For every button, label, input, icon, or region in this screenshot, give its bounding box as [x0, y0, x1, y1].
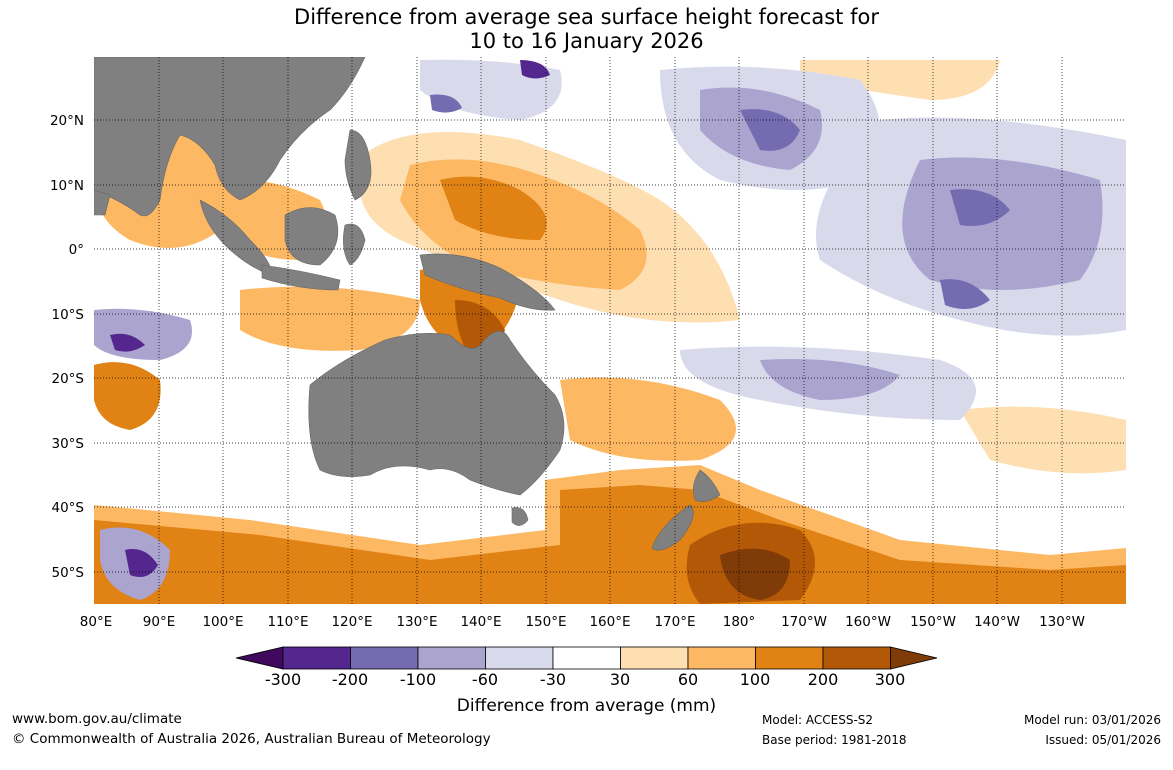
model-name: Model: ACCESS-S2	[762, 713, 874, 727]
lat-label: 30°S	[51, 436, 85, 452]
anomaly-central-pacific-negative-core	[950, 189, 1010, 226]
lat-label: 40°S	[51, 500, 85, 516]
lat-label: 10°N	[49, 178, 84, 194]
colorbar-swatch-30-60	[620, 646, 689, 670]
anomaly-pacific-warm-pool-core	[440, 176, 547, 240]
colorbar-swatch-100-200	[755, 646, 824, 670]
colorbar-swatch-below--300	[235, 646, 284, 670]
land-asia	[94, 57, 366, 217]
issued-date: Issued: 05/01/2026	[1045, 733, 1161, 747]
lon-label: 180°	[722, 614, 756, 630]
colorbar-swatch-above-300	[890, 646, 938, 670]
lat-label: 20°S	[51, 371, 85, 387]
colorbar-swatch--30-30	[552, 646, 621, 670]
colorbar-tick: -60	[471, 670, 499, 689]
anomaly-nz-east-peak	[720, 548, 790, 600]
lon-label: 170°W	[781, 614, 827, 630]
colorbar-swatch--300--200	[282, 646, 351, 670]
anomaly-south-pacific-negative-core	[940, 279, 990, 309]
anomaly-indian-ocean-south	[94, 362, 161, 430]
colorbar-tick: 100	[739, 670, 771, 689]
anomaly-north-pacific-light	[800, 60, 1000, 100]
lon-label: 90°E	[142, 614, 176, 630]
anomaly-south-pacific-east-light	[960, 406, 1126, 474]
land-sri-lanka	[94, 189, 111, 216]
anomaly-central-pacific-negative	[902, 157, 1103, 290]
colorbar-swatch--60--30	[485, 646, 554, 670]
anomaly-tasman-sea	[560, 377, 736, 461]
anomaly-southern-ocean-negative-core	[125, 549, 158, 578]
model-run-date: Model run: 03/01/2026	[1023, 713, 1161, 727]
lat-label: 0°	[68, 242, 84, 258]
land-tasmania	[511, 507, 529, 526]
lon-label: 110°E	[267, 614, 309, 630]
anomaly-field	[94, 59, 1126, 604]
lon-label: 100°E	[202, 614, 244, 630]
anomaly-timor-sea	[240, 286, 420, 351]
colorbar-swatch-200-300	[822, 646, 891, 670]
anomaly-south-pacific-negative	[760, 359, 900, 400]
lat-label: 20°N	[49, 113, 84, 129]
lon-label: 130°W	[1039, 614, 1085, 630]
anomaly-band-southern-strong	[94, 485, 1126, 604]
land-java	[261, 264, 341, 291]
lon-label: 150°W	[910, 614, 956, 630]
colorbar-tick: -200	[331, 670, 369, 689]
lon-label: 160°W	[845, 614, 891, 630]
colorbar-tick: 30	[609, 670, 631, 689]
lon-label: 80°E	[79, 614, 113, 630]
website-link[interactable]: www.bom.gov.au/climate	[12, 711, 182, 727]
chart-title-line-2: 10 to 16 January 2026	[469, 29, 704, 53]
land-sulawesi	[343, 223, 366, 266]
colorbar-tick: 60	[677, 670, 699, 689]
lat-label: 10°S	[51, 307, 85, 323]
anomaly-north-pacific-negative-core	[740, 109, 800, 151]
lon-label: 120°E	[331, 614, 373, 630]
lat-label: 50°S	[51, 565, 85, 581]
colorbar-swatch-60-100	[687, 646, 756, 670]
colorbar-tick: -30	[539, 670, 567, 689]
chart-title-line-1: Difference from average sea surface heig…	[294, 5, 879, 29]
land-masses	[94, 57, 721, 551]
anomaly-indian-ocean-negative-core	[110, 333, 145, 352]
graticule	[94, 57, 1126, 604]
colorbar-tick: -300	[264, 670, 302, 689]
copyright-text: © Commonwealth of Australia 2026, Austra…	[12, 731, 491, 747]
map-plot-area	[94, 57, 1126, 604]
land-borneo	[284, 207, 339, 266]
anomaly-philippine-sea-negative-spot	[430, 94, 462, 113]
land-new-guinea	[419, 253, 556, 311]
anomaly-philippine-sea-negative-core	[520, 60, 550, 79]
colorbar-tick: 200	[807, 670, 839, 689]
colorbar-swatch--200--100	[350, 646, 419, 670]
base-period: Base period: 1981-2018	[762, 733, 907, 747]
land-australia	[308, 330, 565, 496]
lon-label: 170°E	[654, 614, 696, 630]
lon-label: 140°W	[974, 614, 1020, 630]
colorbar	[235, 646, 938, 670]
land-new-zealand-north	[693, 469, 721, 502]
lon-label: 130°E	[396, 614, 438, 630]
land-new-zealand-south	[651, 504, 694, 551]
colorbar-title: Difference from average (mm)	[456, 696, 717, 716]
colorbar-tick: 300	[874, 670, 906, 689]
lon-label: 150°E	[525, 614, 567, 630]
lon-label: 160°E	[589, 614, 631, 630]
colorbar-tick: -100	[399, 670, 437, 689]
lon-label: 140°E	[460, 614, 502, 630]
land-philippines	[344, 129, 372, 201]
colorbar-swatch--100--60	[417, 646, 486, 670]
